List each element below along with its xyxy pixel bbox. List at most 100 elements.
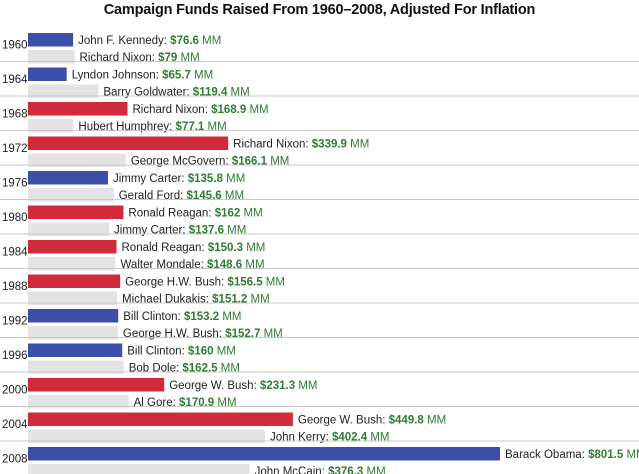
loser-bar <box>28 188 114 202</box>
winner-unit: MM <box>199 35 221 47</box>
loser-unit: MM <box>227 86 249 98</box>
winner-bar <box>28 33 74 47</box>
loser-name: Walter Mondale <box>121 259 201 271</box>
winner-name: Richard Nixon <box>132 104 204 116</box>
loser-amount: $151.2 <box>212 293 247 305</box>
loser-bar <box>28 257 116 271</box>
winner-label: George H.W. Bush: $156.5 MM <box>125 276 285 288</box>
loser-unit: MM <box>367 431 389 443</box>
winner-separator: : <box>178 311 184 323</box>
winner-unit: MM <box>223 173 245 185</box>
loser-separator: : <box>173 397 179 409</box>
winner-name: Ronald Reagan <box>128 207 208 219</box>
year-label: 1964 <box>2 74 28 86</box>
loser-name: Jimmy Carter <box>114 224 183 236</box>
winner-unit: MM <box>347 138 369 150</box>
year-label: 1968 <box>2 109 28 121</box>
winner-amount: $168.9 <box>211 104 246 116</box>
winner-separator: : <box>201 242 207 254</box>
loser-bar <box>28 84 99 98</box>
winner-amount: $231.3 <box>260 380 295 392</box>
loser-bar <box>28 50 75 64</box>
loser-amount: $145.6 <box>186 190 221 202</box>
loser-amount: $152.7 <box>225 328 260 340</box>
winner-bar <box>28 274 121 288</box>
winner-bar <box>28 309 119 323</box>
year-label: 1984 <box>2 247 28 259</box>
loser-separator: : <box>152 52 158 64</box>
loser-label: Bob Dole: $162.5 MM <box>129 362 240 374</box>
loser-separator: : <box>219 328 225 340</box>
loser-unit: MM <box>247 293 269 305</box>
winner-name: George W. Bush <box>298 414 382 426</box>
loser-amount: $170.9 <box>179 397 214 409</box>
loser-bar <box>28 153 126 167</box>
loser-unit: MM <box>260 328 282 340</box>
loser-amount: $376.3 <box>328 466 363 474</box>
winner-bar <box>28 240 117 254</box>
loser-name: Gerald Ford <box>119 190 180 202</box>
winner-amount: $449.8 <box>389 414 425 426</box>
loser-bar <box>28 291 118 305</box>
winner-amount: $801.5 <box>588 449 624 461</box>
loser-amount: $162.5 <box>182 362 218 374</box>
loser-name: George H.W. Bush <box>123 328 219 340</box>
loser-amount: $77.1 <box>176 121 205 133</box>
loser-amount: $119.4 <box>193 86 228 98</box>
winner-label: George W. Bush: $231.3 MM <box>169 380 317 392</box>
winner-bar <box>28 102 128 116</box>
loser-name: John Kerry <box>270 431 326 443</box>
winner-bar <box>28 171 108 185</box>
loser-unit: MM <box>177 52 199 64</box>
year-label: 2000 <box>2 385 28 397</box>
winner-bar <box>28 447 500 461</box>
loser-separator: : <box>225 155 231 167</box>
loser-label: George McGovern: $166.1 MM <box>131 155 290 167</box>
winner-label: John F. Kennedy: $76.6 MM <box>78 35 221 47</box>
loser-bar <box>28 119 74 133</box>
loser-name: Richard Nixon <box>80 52 152 64</box>
winner-unit: MM <box>219 311 241 323</box>
winner-label: Ronald Reagan: $150.3 MM <box>122 242 266 254</box>
winner-amount: $160 <box>188 345 214 357</box>
winner-separator: : <box>208 207 214 219</box>
loser-separator: : <box>326 431 332 443</box>
winner-bar <box>28 378 165 392</box>
loser-name: Barry Goldwater <box>103 86 186 98</box>
year-label: 1988 <box>2 281 28 293</box>
loser-label: Gerald Ford: $145.6 MM <box>119 190 244 202</box>
winner-separator: : <box>205 104 211 116</box>
winner-amount: $162 <box>215 207 241 219</box>
winner-unit: MM <box>240 207 262 219</box>
winner-name: John F. Kennedy <box>78 35 164 47</box>
year-label: 1972 <box>2 143 28 155</box>
winner-name: George W. Bush <box>169 380 253 392</box>
loser-separator: : <box>186 86 192 98</box>
winner-amount: $156.5 <box>227 276 263 288</box>
winner-unit: MM <box>295 380 317 392</box>
loser-separator: : <box>206 293 212 305</box>
loser-label: Hubert Humphrey: $77.1 MM <box>78 121 226 133</box>
winner-name: Richard Nixon <box>233 138 305 150</box>
winner-amount: $339.9 <box>312 138 347 150</box>
winner-label: Richard Nixon: $168.9 MM <box>132 104 268 116</box>
winner-name: George H.W. Bush <box>125 276 221 288</box>
winner-unit: MM <box>191 69 213 81</box>
loser-unit: MM <box>218 362 240 374</box>
loser-label: George H.W. Bush: $152.7 MM <box>123 328 283 340</box>
winner-name: Bill Clinton <box>127 345 181 357</box>
winner-unit: MM <box>424 414 446 426</box>
winner-amount: $153.2 <box>184 311 219 323</box>
year-label: 1992 <box>2 316 28 328</box>
winner-separator: : <box>164 35 170 47</box>
loser-unit: MM <box>267 155 289 167</box>
winner-separator: : <box>254 380 260 392</box>
loser-label: Michael Dukakis: $151.2 MM <box>122 293 270 305</box>
chart-title: Campaign Funds Raised From 1960–2008, Ad… <box>103 2 536 18</box>
winner-separator: : <box>182 345 188 357</box>
winner-unit: MM <box>263 276 285 288</box>
loser-label: John Kerry: $402.4 MM <box>270 431 390 443</box>
winner-name: Lyndon Johnson <box>72 69 156 81</box>
loser-unit: MM <box>363 466 385 474</box>
